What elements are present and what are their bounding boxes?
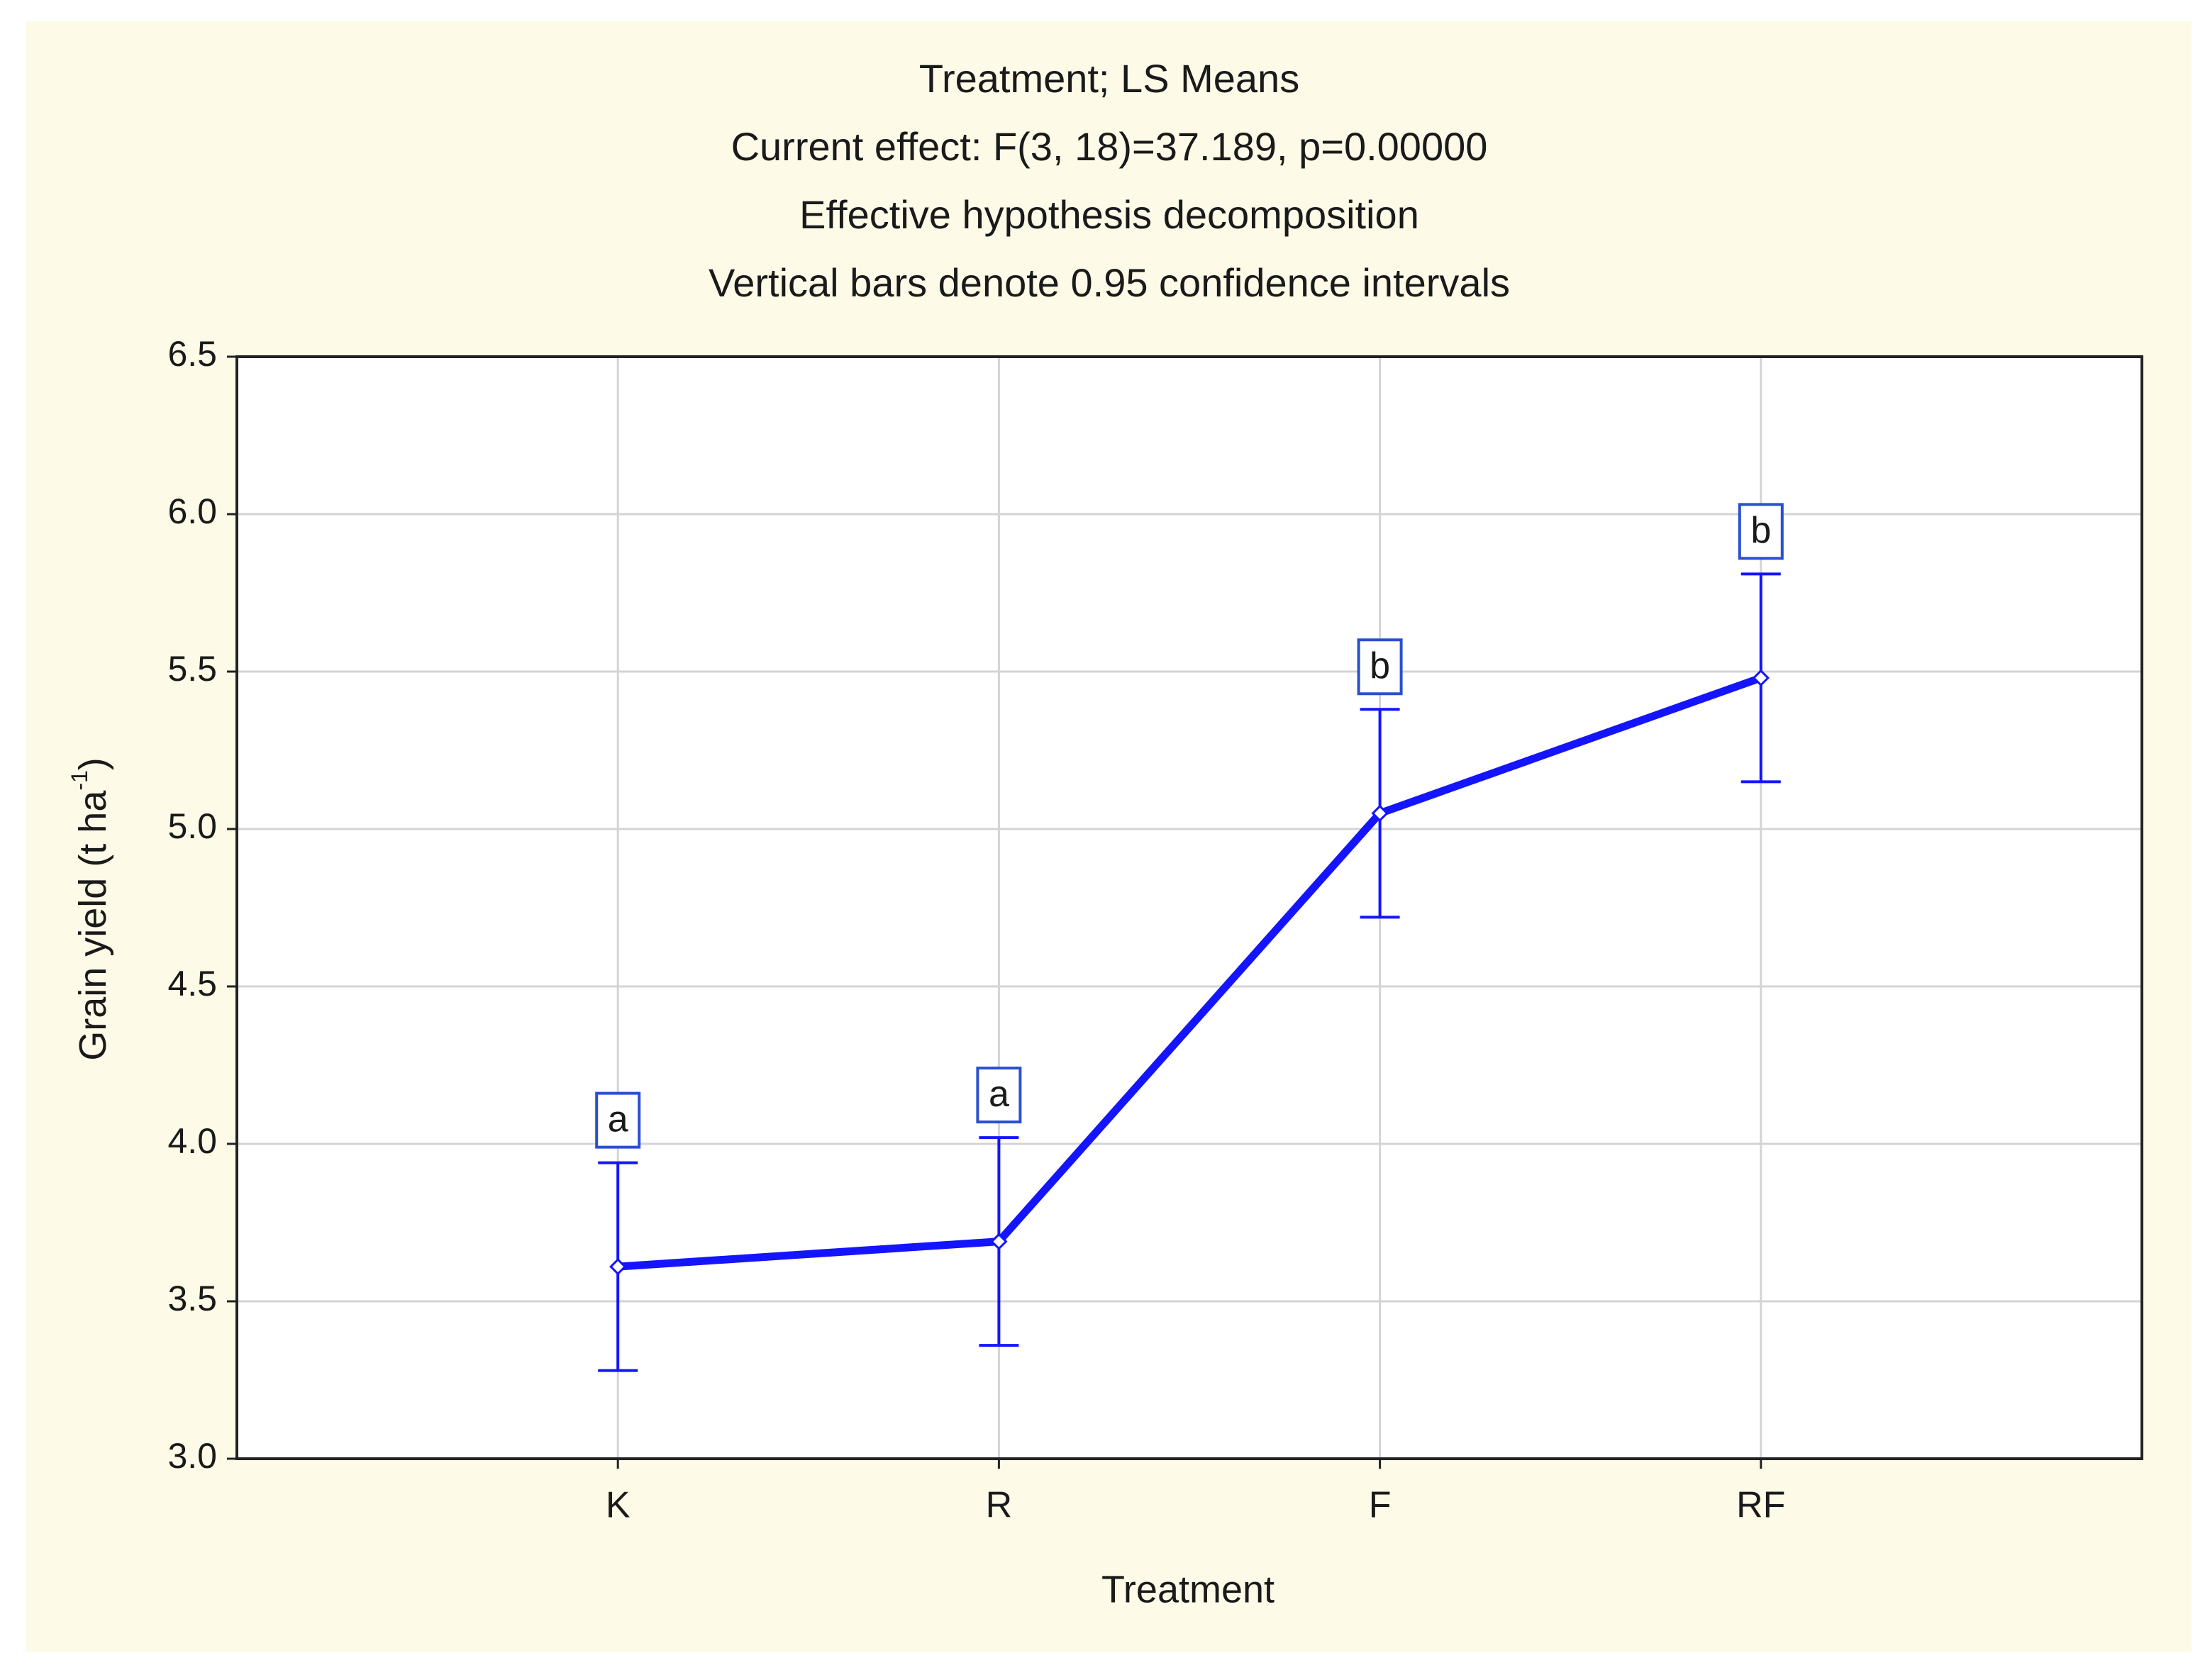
letter-annotation: b — [1370, 645, 1390, 686]
y-tick-label: 4.5 — [167, 964, 217, 1003]
chart-title: Effective hypothesis decomposition — [799, 192, 1419, 237]
letter-annotation: a — [989, 1074, 1009, 1115]
chart-title: Treatment; LS Means — [919, 56, 1299, 101]
letter-annotation: a — [608, 1098, 628, 1140]
x-tick-label: F — [1369, 1485, 1392, 1526]
letter-box — [976, 1067, 1022, 1124]
x-tick-label: RF — [1736, 1485, 1785, 1526]
chart-title: Vertical bars denote 0.95 confidence int… — [709, 260, 1510, 305]
y-axis-title: Grain yield (t ha-1) — [67, 757, 114, 1061]
x-tick-label: R — [986, 1485, 1013, 1526]
y-tick-label: 4.0 — [167, 1121, 217, 1161]
letter-annotation: b — [1750, 510, 1771, 551]
letter-box — [1738, 503, 1784, 560]
y-tick-label: 6.0 — [167, 491, 217, 531]
point-marker — [990, 1233, 1008, 1250]
y-axis-title-superscript: -1 — [67, 770, 92, 790]
letter-box — [595, 1091, 641, 1149]
y-axis-title-suffix: ) — [72, 757, 114, 770]
y-tick-label: 3.0 — [167, 1436, 217, 1476]
point-marker — [1752, 669, 1770, 687]
letter-box — [1357, 638, 1403, 696]
chart-title: Current effect: F(3, 18)=37.189, p=0.000… — [731, 124, 1488, 169]
y-tick-label: 6.5 — [167, 334, 217, 374]
point-marker — [1371, 804, 1389, 822]
point-marker — [609, 1258, 627, 1276]
y-tick-label: 5.0 — [167, 806, 217, 846]
plot-area — [237, 357, 2142, 1459]
y-axis-title-text: Grain yield (t ha — [72, 790, 114, 1061]
data-line — [617, 674, 1762, 1271]
y-tick-label: 3.5 — [167, 1279, 217, 1318]
x-tick-label: K — [606, 1485, 631, 1526]
y-tick-label: 5.5 — [167, 649, 217, 689]
plot-border — [235, 355, 2143, 1460]
x-axis-title: Treatment — [1101, 1568, 1275, 1611]
